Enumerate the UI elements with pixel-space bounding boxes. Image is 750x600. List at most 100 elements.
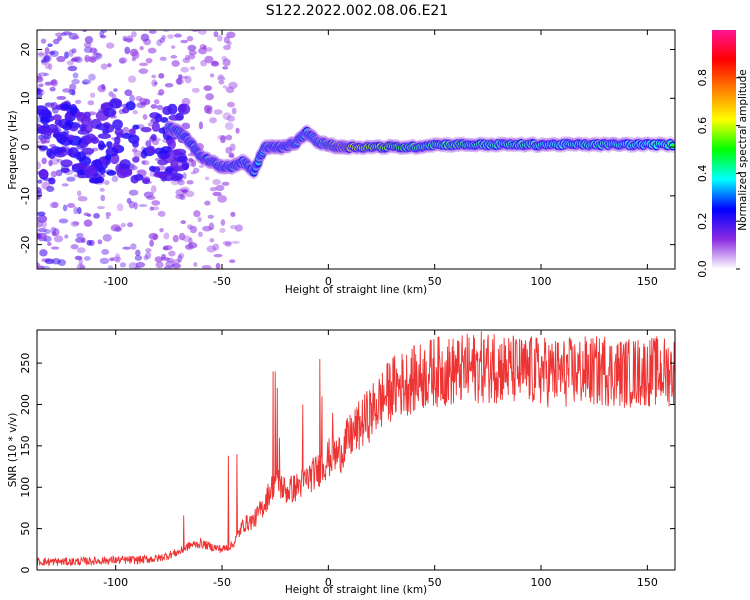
heatmap-noise-cell bbox=[217, 135, 227, 140]
heatmap-noise-cell bbox=[84, 54, 90, 63]
heatmap-noise-cell bbox=[139, 62, 148, 67]
snr-x-axis-label: Height of straight line (km) bbox=[285, 584, 427, 596]
heatmap-noise-cell bbox=[111, 175, 119, 183]
heatmap-noise-cell bbox=[213, 31, 219, 38]
heatmap-noise-cell bbox=[128, 262, 138, 269]
heatmap-noise-cell bbox=[92, 52, 101, 58]
heatmap-noise-cell bbox=[149, 206, 155, 211]
heatmap-noise-cell bbox=[54, 32, 63, 37]
y-tick-label: 200 bbox=[19, 394, 32, 415]
heatmap-noise-cell bbox=[145, 57, 153, 64]
heatmap-noise-cell bbox=[62, 31, 73, 36]
heatmap-noise-cell bbox=[178, 74, 183, 79]
heatmap-noise-cell bbox=[222, 85, 228, 89]
heatmap-noise-cell bbox=[38, 72, 47, 77]
heatmap-strong-cell bbox=[152, 166, 161, 173]
heatmap-noise-cell bbox=[37, 215, 48, 223]
heatmap-noise-cell bbox=[68, 49, 74, 58]
heatmap-noise-cell bbox=[158, 88, 165, 96]
heatmap-strong-cell bbox=[140, 126, 152, 133]
colorbar-tick-label: 0.2 bbox=[696, 212, 709, 230]
heatmap-strong-cell bbox=[106, 170, 117, 176]
heatmap-noise-cell bbox=[229, 224, 237, 230]
heatmap-noise-cell bbox=[49, 86, 56, 92]
heatmap-noise-cell bbox=[64, 234, 69, 239]
heatmap-noise-cell bbox=[97, 239, 103, 245]
heatmap-noise-cell bbox=[223, 44, 231, 51]
y-tick-label: 50 bbox=[19, 522, 32, 536]
x-tick-label: 50 bbox=[428, 275, 442, 288]
heatmap-noise-cell bbox=[37, 211, 46, 217]
heatmap-strong-cell bbox=[81, 115, 91, 127]
heatmap-noise-cell bbox=[213, 253, 223, 258]
heatmap-noise-cell bbox=[50, 157, 60, 165]
heatmap-noise-cell bbox=[72, 221, 80, 226]
heatmap-noise-cell bbox=[104, 180, 110, 186]
heatmap-noise-cell bbox=[209, 73, 215, 78]
heatmap-noise-cell bbox=[134, 266, 141, 269]
heatmap-noise-cell bbox=[228, 154, 235, 159]
heatmap-strong-cell bbox=[108, 98, 122, 109]
x-tick-label: -100 bbox=[103, 576, 128, 589]
heatmap-noise-cell bbox=[189, 225, 198, 234]
heatmap-noise-cell bbox=[70, 243, 79, 250]
y-tick-label: 0 bbox=[19, 567, 32, 574]
heatmap-noise-cell bbox=[38, 89, 45, 96]
heatmap-noise-cell bbox=[105, 211, 111, 217]
heatmap-noise-cell bbox=[152, 139, 159, 146]
heatmap-noise-cell bbox=[81, 237, 86, 244]
heatmap-noise-cell bbox=[62, 204, 68, 212]
heatmap-noise-cell bbox=[185, 190, 195, 198]
heatmap-noise-cell bbox=[83, 212, 90, 216]
colorbar-tick-label: 0.4 bbox=[696, 165, 709, 183]
heatmap-noise-cell bbox=[205, 109, 211, 114]
heatmap-noise-cell bbox=[163, 245, 173, 251]
heatmap-noise-cell bbox=[56, 55, 66, 63]
heatmap-noise-cell bbox=[151, 79, 158, 87]
heatmap-noise-cell bbox=[58, 218, 69, 224]
heatmap-strong-cell bbox=[132, 140, 139, 148]
heatmap-noise-cell bbox=[186, 180, 194, 185]
heatmap-noise-cell bbox=[182, 172, 187, 180]
heatmap-frame bbox=[36, 29, 676, 270]
heatmap-noise-cell bbox=[37, 233, 42, 240]
heatmap-noise-cell bbox=[140, 33, 150, 42]
heatmap-strong-cell bbox=[60, 159, 73, 168]
heatmap-noise-cell bbox=[81, 79, 91, 85]
heatmap-noise-cell bbox=[37, 161, 42, 170]
heatmap-noise-cell bbox=[145, 251, 152, 260]
heatmap-noise-cell bbox=[222, 240, 232, 246]
heatmap-noise-cell bbox=[52, 38, 60, 45]
heatmap-strong-cell bbox=[168, 114, 183, 121]
heatmap-noise-cell bbox=[100, 63, 108, 70]
heatmap-strong-cell bbox=[60, 167, 70, 174]
heatmap-strong-cell bbox=[151, 121, 160, 132]
heatmap-noise-cell bbox=[87, 100, 95, 106]
heatmap-noise-cell bbox=[187, 44, 197, 52]
heatmap-noise-cell bbox=[201, 265, 212, 269]
y-tick-label: 10 bbox=[19, 91, 32, 105]
snr-frame bbox=[36, 329, 676, 571]
heatmap-noise-cell bbox=[153, 99, 160, 105]
heatmap-noise-cell bbox=[204, 176, 210, 181]
colorbar: 0.0 0.2 0.4 0.6 0.8 Normalized spectral ampl… bbox=[696, 30, 749, 278]
heatmap-noise-cell bbox=[163, 265, 173, 269]
heatmap-noise-cell bbox=[191, 87, 200, 93]
heatmap-noise-cell bbox=[168, 250, 176, 257]
heatmap-noise-cell bbox=[99, 257, 110, 265]
heatmap-noise-cell bbox=[50, 246, 60, 250]
heatmap-noise-cell bbox=[124, 89, 133, 97]
heatmap-noise-cell bbox=[220, 219, 226, 226]
heatmap-noise-cell bbox=[129, 165, 138, 171]
heatmap-strong-cell bbox=[114, 128, 124, 136]
heatmap-noise-cell bbox=[188, 157, 194, 163]
heatmap-noise-cell bbox=[88, 73, 96, 81]
heatmap-noise-cell bbox=[150, 185, 157, 194]
heatmap-strong-cell bbox=[67, 147, 79, 158]
heatmap-noise-cell bbox=[71, 78, 80, 85]
heatmap-strong-cell bbox=[69, 103, 78, 115]
heatmap-strong-cell bbox=[170, 175, 181, 182]
heatmap-noise-cell bbox=[41, 157, 47, 165]
heatmap-noise-cell bbox=[127, 222, 134, 228]
